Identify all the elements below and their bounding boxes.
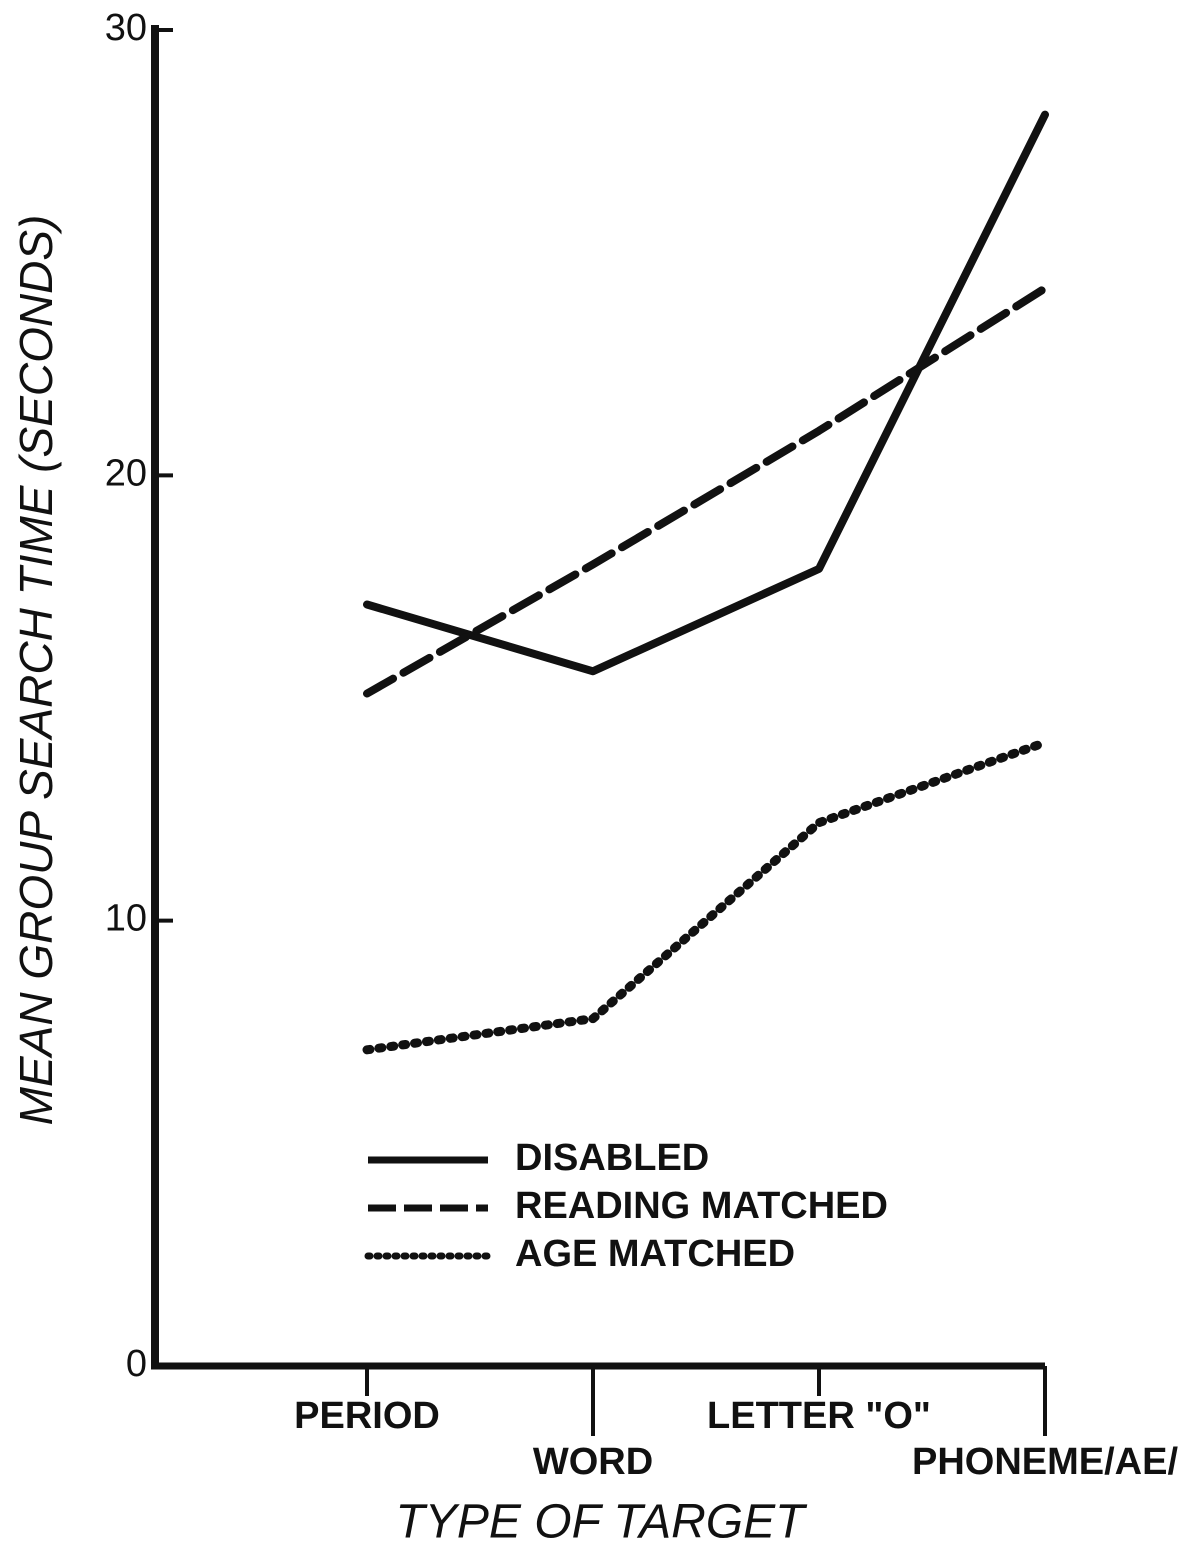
x-tick-label: PHONEME/AE/ bbox=[912, 1441, 1178, 1483]
x-tick-label: LETTER "O" bbox=[707, 1395, 931, 1437]
y-axis-title: MEAN GROUP SEARCH TIME (SECONDS) bbox=[10, 215, 62, 1126]
x-tick-label: WORD bbox=[533, 1441, 653, 1483]
series-line bbox=[363, 110, 1049, 676]
series-line bbox=[362, 738, 1050, 1055]
y-tick-label: 20 bbox=[105, 452, 147, 494]
series-line bbox=[363, 284, 1049, 698]
legend-label: AGE MATCHED bbox=[515, 1233, 795, 1275]
x-axis-title: TYPE OF TARGET bbox=[396, 1496, 809, 1549]
x-tick-label: PERIOD bbox=[294, 1395, 440, 1437]
y-tick-label: 0 bbox=[126, 1343, 147, 1385]
y-tick-label: 10 bbox=[105, 898, 147, 940]
legend-label: DISABLED bbox=[515, 1137, 709, 1179]
legend-label: READING MATCHED bbox=[515, 1185, 888, 1227]
y-tick-label: 30 bbox=[105, 7, 147, 49]
